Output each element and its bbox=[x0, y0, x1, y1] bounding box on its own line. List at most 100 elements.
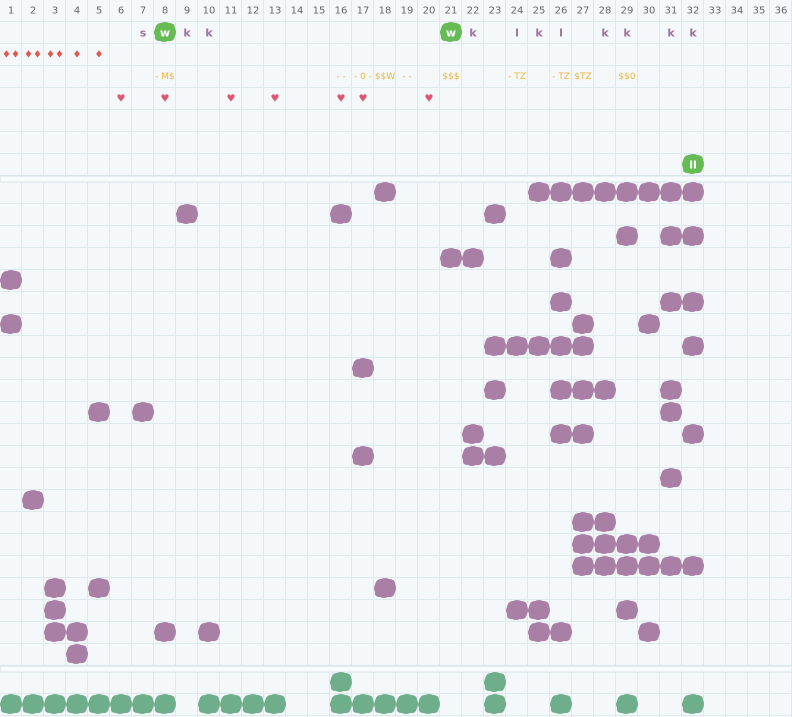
entry-mark bbox=[132, 402, 154, 422]
entry-mark bbox=[0, 270, 22, 290]
bottom-mark bbox=[0, 694, 22, 714]
entry-mark bbox=[484, 380, 506, 400]
entry-mark bbox=[682, 424, 704, 444]
entry-mark bbox=[682, 336, 704, 356]
cell-drop: ♦♦ bbox=[24, 50, 42, 61]
entry-mark bbox=[352, 358, 374, 378]
column-number: 11 bbox=[225, 6, 238, 17]
cell-money: - - bbox=[402, 72, 411, 82]
column-number: 23 bbox=[489, 6, 502, 17]
entry-mark bbox=[66, 622, 88, 642]
entry-mark bbox=[88, 578, 110, 598]
column-number: 13 bbox=[269, 6, 282, 17]
entry-mark bbox=[484, 336, 506, 356]
cell-drop: ♦ bbox=[95, 50, 104, 61]
entry-mark bbox=[0, 314, 22, 334]
column-number: 36 bbox=[775, 6, 788, 17]
entry-mark bbox=[660, 182, 682, 202]
bottom-mark bbox=[88, 694, 110, 714]
cell-drop: ♦♦ bbox=[46, 50, 64, 61]
column-number: 9 bbox=[184, 6, 190, 17]
cell-money: $$$ bbox=[442, 72, 459, 82]
entry-mark bbox=[198, 622, 220, 642]
entry-mark bbox=[638, 534, 660, 554]
entry-mark bbox=[594, 380, 616, 400]
entry-mark bbox=[572, 424, 594, 444]
entry-mark bbox=[550, 248, 572, 268]
entry-mark bbox=[682, 182, 704, 202]
section-divider bbox=[0, 175, 792, 183]
entry-mark bbox=[572, 182, 594, 202]
bottom-mark bbox=[682, 694, 704, 714]
entry-mark bbox=[682, 226, 704, 246]
entry-mark bbox=[572, 380, 594, 400]
entry-mark bbox=[528, 182, 550, 202]
cell-heart: ♥ bbox=[337, 94, 346, 105]
bottom-mark bbox=[484, 672, 506, 692]
entry-mark bbox=[462, 424, 484, 444]
column-number: 31 bbox=[665, 6, 678, 17]
bottom-mark bbox=[352, 694, 374, 714]
entry-mark bbox=[594, 534, 616, 554]
badge bbox=[682, 154, 704, 174]
entry-mark bbox=[484, 204, 506, 224]
entry-mark bbox=[682, 556, 704, 576]
entry-mark bbox=[660, 402, 682, 422]
column-number: 10 bbox=[203, 6, 216, 17]
column-number: 6 bbox=[118, 6, 124, 17]
entry-mark bbox=[660, 556, 682, 576]
entry-mark bbox=[616, 534, 638, 554]
entry-mark bbox=[550, 182, 572, 202]
entry-mark bbox=[484, 446, 506, 466]
cell-letter: k bbox=[623, 27, 631, 40]
entry-mark bbox=[462, 446, 484, 466]
entry-mark bbox=[638, 622, 660, 642]
column-number: 16 bbox=[335, 6, 348, 17]
entry-mark bbox=[154, 622, 176, 642]
column-number: 21 bbox=[445, 6, 458, 17]
entry-mark bbox=[462, 248, 484, 268]
cell-letter: l bbox=[559, 27, 563, 40]
cell-heart: ♥ bbox=[161, 94, 170, 105]
entry-mark bbox=[528, 600, 550, 620]
cell-letter: k bbox=[469, 27, 477, 40]
entry-mark bbox=[550, 292, 572, 312]
column-number: 26 bbox=[555, 6, 568, 17]
badge-text: w bbox=[160, 27, 170, 40]
cell-heart: ♥ bbox=[359, 94, 368, 105]
column-number: 33 bbox=[709, 6, 722, 17]
cell-letter: k bbox=[183, 27, 191, 40]
entry-mark bbox=[660, 292, 682, 312]
entry-mark bbox=[88, 402, 110, 422]
entry-mark bbox=[572, 336, 594, 356]
column-number: 12 bbox=[247, 6, 260, 17]
entry-mark bbox=[528, 336, 550, 356]
entry-mark bbox=[572, 314, 594, 334]
column-number: 15 bbox=[313, 6, 326, 17]
column-number: 29 bbox=[621, 6, 634, 17]
entry-mark bbox=[594, 556, 616, 576]
column-number: 4 bbox=[74, 6, 80, 17]
cell-money: - - bbox=[336, 72, 345, 82]
cell-money: $$0 bbox=[618, 72, 635, 82]
entry-mark bbox=[660, 380, 682, 400]
entry-mark bbox=[528, 622, 550, 642]
entry-mark bbox=[660, 226, 682, 246]
bottom-mark bbox=[132, 694, 154, 714]
entry-mark bbox=[660, 468, 682, 488]
entry-mark bbox=[616, 600, 638, 620]
entry-mark bbox=[176, 204, 198, 224]
column-number: 3 bbox=[52, 6, 58, 17]
column-number: 5 bbox=[96, 6, 102, 17]
badge bbox=[154, 22, 176, 42]
bottom-mark bbox=[396, 694, 418, 714]
column-number: 14 bbox=[291, 6, 304, 17]
entry-mark bbox=[374, 182, 396, 202]
bottom-mark bbox=[550, 694, 572, 714]
cell-money: $$W bbox=[375, 72, 395, 82]
cell-heart: ♥ bbox=[227, 94, 236, 105]
cell-money: $TZ bbox=[574, 72, 591, 82]
entry-mark bbox=[682, 292, 704, 312]
entry-mark bbox=[506, 336, 528, 356]
cell-letter: k bbox=[601, 27, 609, 40]
